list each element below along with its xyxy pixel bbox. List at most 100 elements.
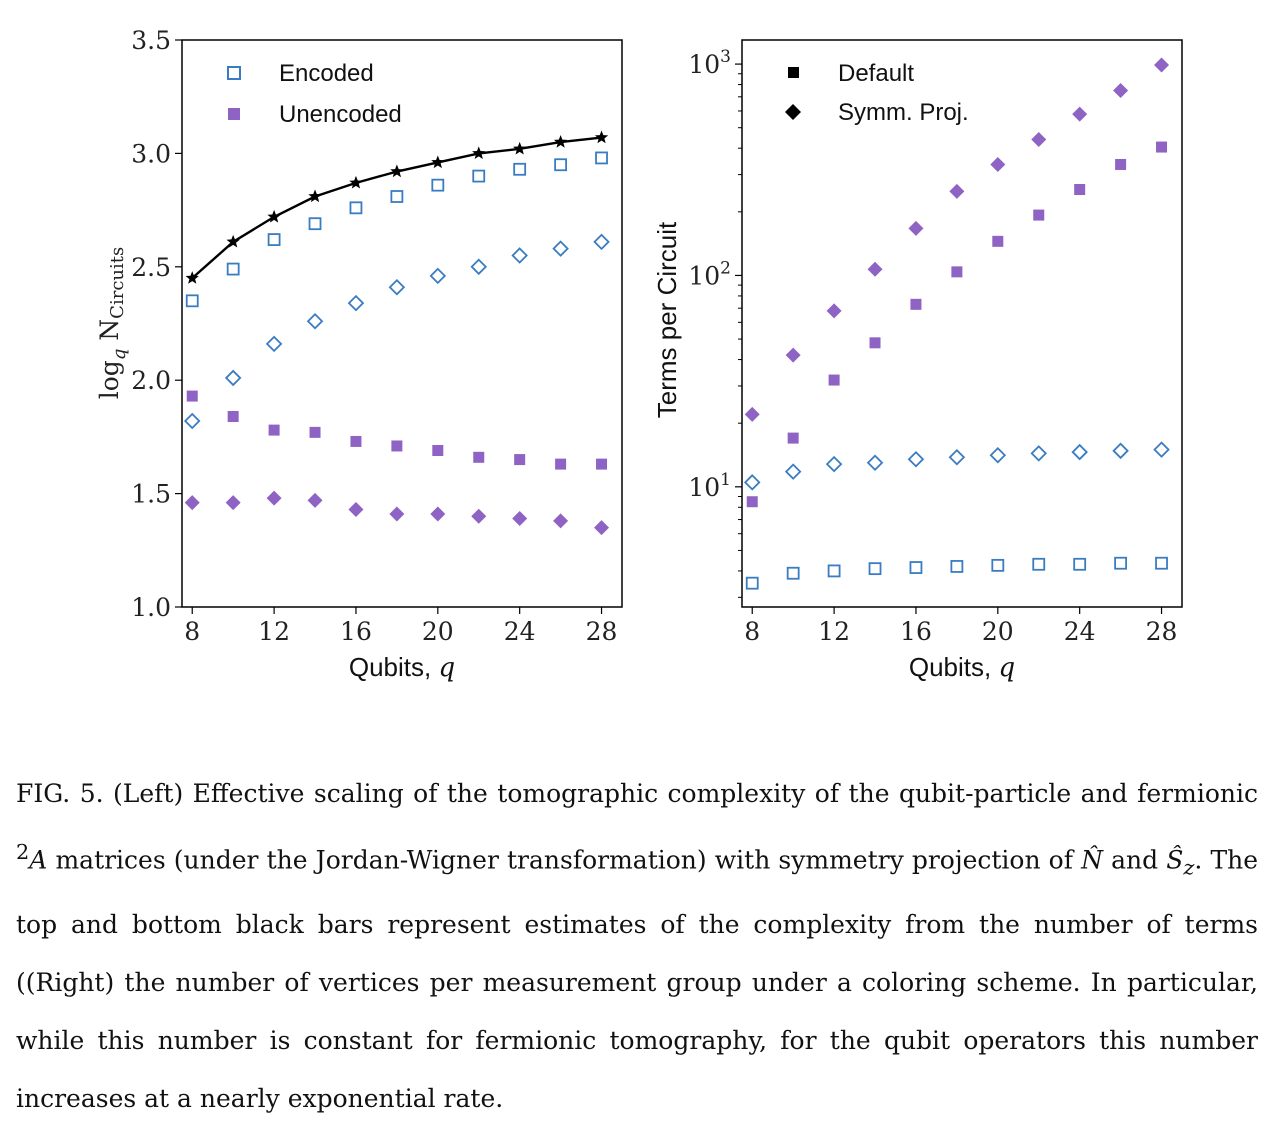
left-series-4-point: [226, 234, 240, 248]
legend-symm-proj-marker: [785, 104, 801, 120]
legend-default-label: Default: [838, 60, 914, 87]
right-series-1-point: [992, 235, 1004, 247]
left-series-0-point: [554, 158, 568, 172]
right-series-2-point: [1112, 442, 1129, 460]
right-chart: 101 102 103 8 12 16 20 24 28 Qubits, q Terms pe…: [652, 39, 1183, 683]
right-series-3-point: [991, 558, 1005, 572]
right-series-1-point: [787, 432, 799, 444]
left-series-4-point: [308, 189, 322, 203]
right-series-2-point: [784, 463, 802, 480]
right-series-0-point: [908, 220, 924, 236]
right-series-1-point: [1033, 209, 1045, 221]
legend-default-marker: [788, 67, 799, 78]
caption-part1: (Left) Effective scaling of the tomograp…: [113, 779, 1258, 808]
left-series-1-point: [265, 335, 283, 353]
caption-and: and: [1111, 845, 1159, 875]
left-x-tick-label: 16: [340, 617, 372, 646]
right-x-tick-label: 24: [1064, 617, 1096, 646]
left-series-3-point: [225, 495, 241, 511]
right-x-tick-label: 16: [900, 617, 932, 646]
caption-op2-sub: z: [1183, 855, 1195, 880]
left-chart: 1.0 1.5 2.0 2.5 3.0 3.5 8 12 16 20 24 28 Qubits, q…: [95, 26, 623, 683]
left-series-0-point: [513, 162, 527, 176]
left-series-2-point: [186, 390, 198, 402]
svg-text:logq NCircuits: logq NCircuits: [95, 247, 130, 399]
left-series-0-point: [308, 217, 322, 231]
right-series-3-point: [1155, 556, 1168, 570]
right-x-tick-label: 20: [982, 617, 1014, 646]
left-series-3-point: [512, 511, 528, 527]
left-series-1-point: [511, 247, 528, 264]
left-x-tick-label: 24: [504, 617, 536, 646]
left-series-1-point: [388, 278, 406, 296]
left-y-tick-label: 1.5: [131, 480, 171, 509]
caption-matrix: A: [29, 845, 48, 875]
left-x-axis-label: Qubits, q: [349, 652, 455, 683]
right-series-2-point: [743, 474, 761, 491]
right-series-1-point: [1074, 184, 1086, 196]
left-series-1-point: [224, 369, 242, 387]
left-series-1-point: [552, 240, 569, 257]
left-series-1-point: [429, 267, 447, 285]
caption-op2: Ŝ: [1166, 845, 1184, 875]
right-series-1-point: [910, 298, 922, 310]
left-series-4-point: [594, 130, 609, 144]
right-series-3-point: [827, 564, 841, 578]
left-series-2-point: [432, 445, 444, 457]
left-series-0-point: [185, 294, 199, 308]
right-series-3-point: [1073, 557, 1087, 571]
left-series-3-point: [266, 490, 282, 506]
right-y-tick-label: 101: [688, 470, 731, 502]
right-x-ticks: 8 12 16 20 24 28: [744, 607, 1177, 646]
left-series-3-point: [348, 501, 364, 517]
right-series-3-point: [950, 560, 964, 573]
left-x-ticks: 8 12 16 20 24 28: [184, 607, 617, 646]
legend-unencoded-marker: [228, 108, 240, 120]
caption-part2: matrices (under the Jordan-Wigner transf…: [55, 845, 1073, 875]
left-series-2-point: [391, 440, 403, 452]
left-series-1-point: [347, 294, 365, 312]
left-series-3-point: [553, 513, 569, 529]
left-series-3-point: [389, 506, 405, 522]
right-series-3-point: [786, 566, 800, 580]
left-series-2-point: [473, 451, 485, 463]
right-series-1-point: [746, 496, 758, 508]
legend-encoded-label: Encoded: [279, 60, 374, 87]
left-series-4-point: [472, 146, 486, 160]
right-series-0-point: [826, 303, 842, 319]
left-y-axis-label: logq NCircuits: [95, 247, 130, 399]
right-series-2-point: [825, 455, 843, 473]
right-series-1-point: [869, 337, 881, 349]
left-series-4-point: [185, 271, 199, 284]
right-series-3-point: [868, 562, 882, 576]
right-series-0-point: [1113, 82, 1129, 98]
right-series-3-point: [1114, 556, 1128, 570]
left-y-ticks: 1.0 1.5 2.0 2.5 3.0 3.5: [131, 26, 182, 622]
right-series-2-point: [1153, 441, 1170, 458]
right-series-0-point: [949, 183, 965, 199]
left-series-0-point: [390, 190, 404, 203]
left-series-2-point: [350, 435, 362, 447]
left-series-0-point: [267, 233, 281, 246]
left-series-2-point: [268, 424, 280, 436]
right-series-0-point: [990, 156, 1006, 172]
right-series-2-point: [1071, 443, 1088, 461]
right-y-axis-label: Terms per Circuit: [652, 221, 682, 418]
right-data-marks: [743, 57, 1170, 590]
left-x-tick-label: 8: [184, 617, 200, 646]
right-series-1-point: [1156, 141, 1168, 153]
legend-encoded-marker: [227, 66, 241, 80]
figure-panel: 1.0 1.5 2.0 2.5 3.0 3.5 8 12 16 20 24 28 Qubits, q…: [95, 26, 1183, 683]
legend-symm-proj-label: Symm. Proj.: [838, 99, 969, 126]
caption-label: FIG. 5.: [16, 779, 104, 808]
left-series-3-point: [430, 506, 446, 522]
right-series-1-point: [951, 266, 963, 278]
right-y-tick-label: 102: [688, 258, 731, 290]
right-legend: Default Symm. Proj.: [785, 60, 969, 126]
left-series-2-point: [596, 458, 608, 470]
left-series-0-point: [349, 201, 363, 215]
right-series-0-point: [1072, 106, 1088, 122]
left-series-4-point: [349, 175, 363, 189]
left-data-marks: [183, 130, 610, 536]
right-series-2-point: [1030, 445, 1048, 462]
